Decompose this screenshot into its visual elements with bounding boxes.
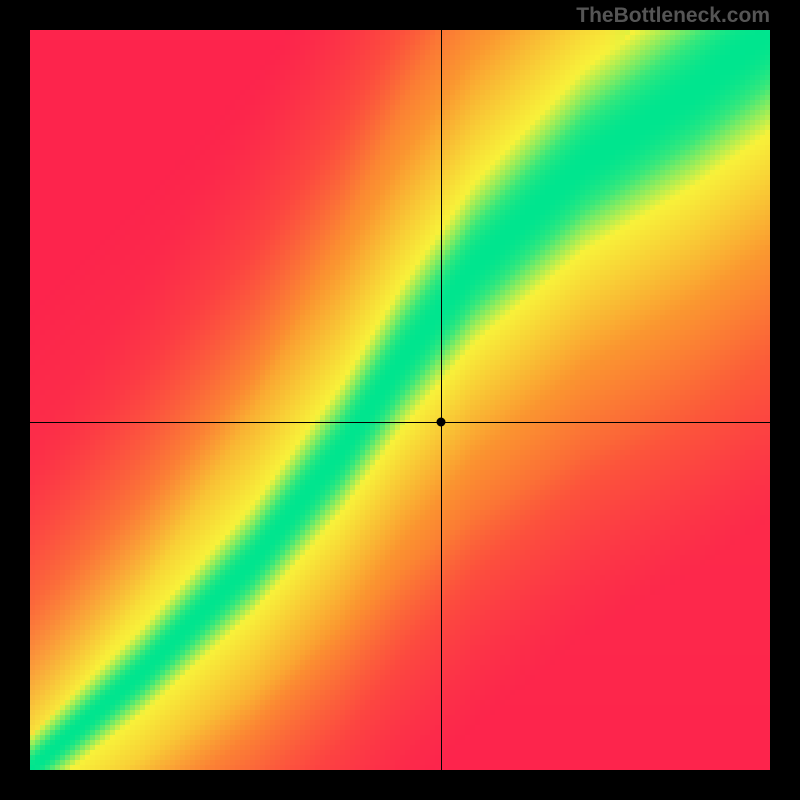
crosshair-horizontal: [30, 422, 770, 423]
chart-container: TheBottleneck.com: [0, 0, 800, 800]
crosshair-marker: [436, 418, 445, 427]
watermark-text: TheBottleneck.com: [576, 4, 770, 28]
crosshair-vertical: [441, 30, 442, 770]
heatmap-canvas: [30, 30, 770, 770]
heatmap-plot: [30, 30, 770, 770]
